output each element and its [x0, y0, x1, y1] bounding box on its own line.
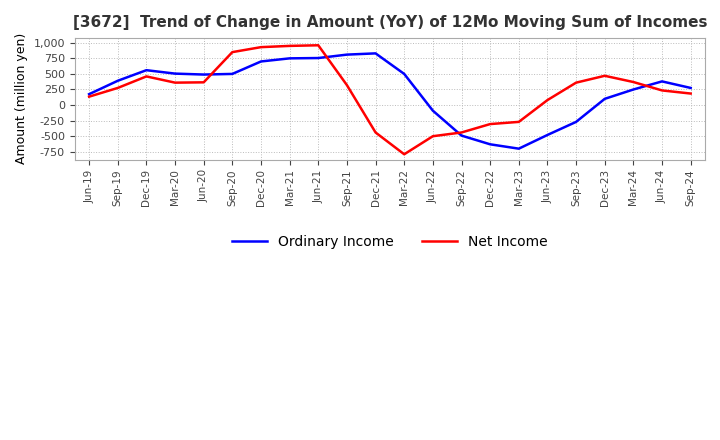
Net Income	[486, 121, 495, 127]
Ordinary Income	[515, 146, 523, 151]
Net Income	[657, 88, 666, 93]
Net Income	[686, 91, 695, 96]
Net Income	[285, 43, 294, 48]
Ordinary Income	[285, 56, 294, 61]
Ordinary Income	[343, 52, 351, 57]
Net Income	[256, 44, 265, 50]
Ordinary Income	[114, 78, 122, 84]
Ordinary Income	[686, 85, 695, 91]
Ordinary Income	[256, 59, 265, 64]
Net Income	[400, 152, 408, 157]
Title: [3672]  Trend of Change in Amount (YoY) of 12Mo Moving Sum of Incomes: [3672] Trend of Change in Amount (YoY) o…	[73, 15, 707, 30]
Net Income	[142, 74, 150, 79]
Ordinary Income	[228, 71, 237, 77]
Net Income	[457, 130, 466, 135]
Net Income	[314, 43, 323, 48]
Ordinary Income	[142, 68, 150, 73]
Net Income	[85, 94, 94, 99]
Ordinary Income	[314, 55, 323, 61]
Ordinary Income	[543, 132, 552, 138]
Net Income	[600, 73, 609, 78]
Ordinary Income	[457, 133, 466, 138]
Net Income	[343, 82, 351, 88]
Ordinary Income	[400, 71, 408, 77]
Ordinary Income	[486, 142, 495, 147]
Line: Ordinary Income: Ordinary Income	[89, 53, 690, 149]
Ordinary Income	[85, 92, 94, 97]
Ordinary Income	[657, 79, 666, 84]
Net Income	[543, 97, 552, 103]
Net Income	[114, 85, 122, 91]
Ordinary Income	[171, 71, 179, 76]
Net Income	[629, 79, 638, 84]
Ordinary Income	[572, 119, 580, 125]
Net Income	[228, 49, 237, 55]
Ordinary Income	[199, 72, 208, 77]
Ordinary Income	[629, 87, 638, 92]
Ordinary Income	[600, 96, 609, 102]
Net Income	[572, 80, 580, 85]
Line: Net Income: Net Income	[89, 45, 690, 154]
Ordinary Income	[428, 108, 437, 114]
Ordinary Income	[372, 51, 380, 56]
Legend: Ordinary Income, Net Income: Ordinary Income, Net Income	[227, 230, 553, 255]
Y-axis label: Amount (million yen): Amount (million yen)	[15, 33, 28, 165]
Net Income	[372, 130, 380, 135]
Net Income	[171, 80, 179, 85]
Net Income	[515, 119, 523, 125]
Net Income	[199, 80, 208, 85]
Net Income	[428, 134, 437, 139]
